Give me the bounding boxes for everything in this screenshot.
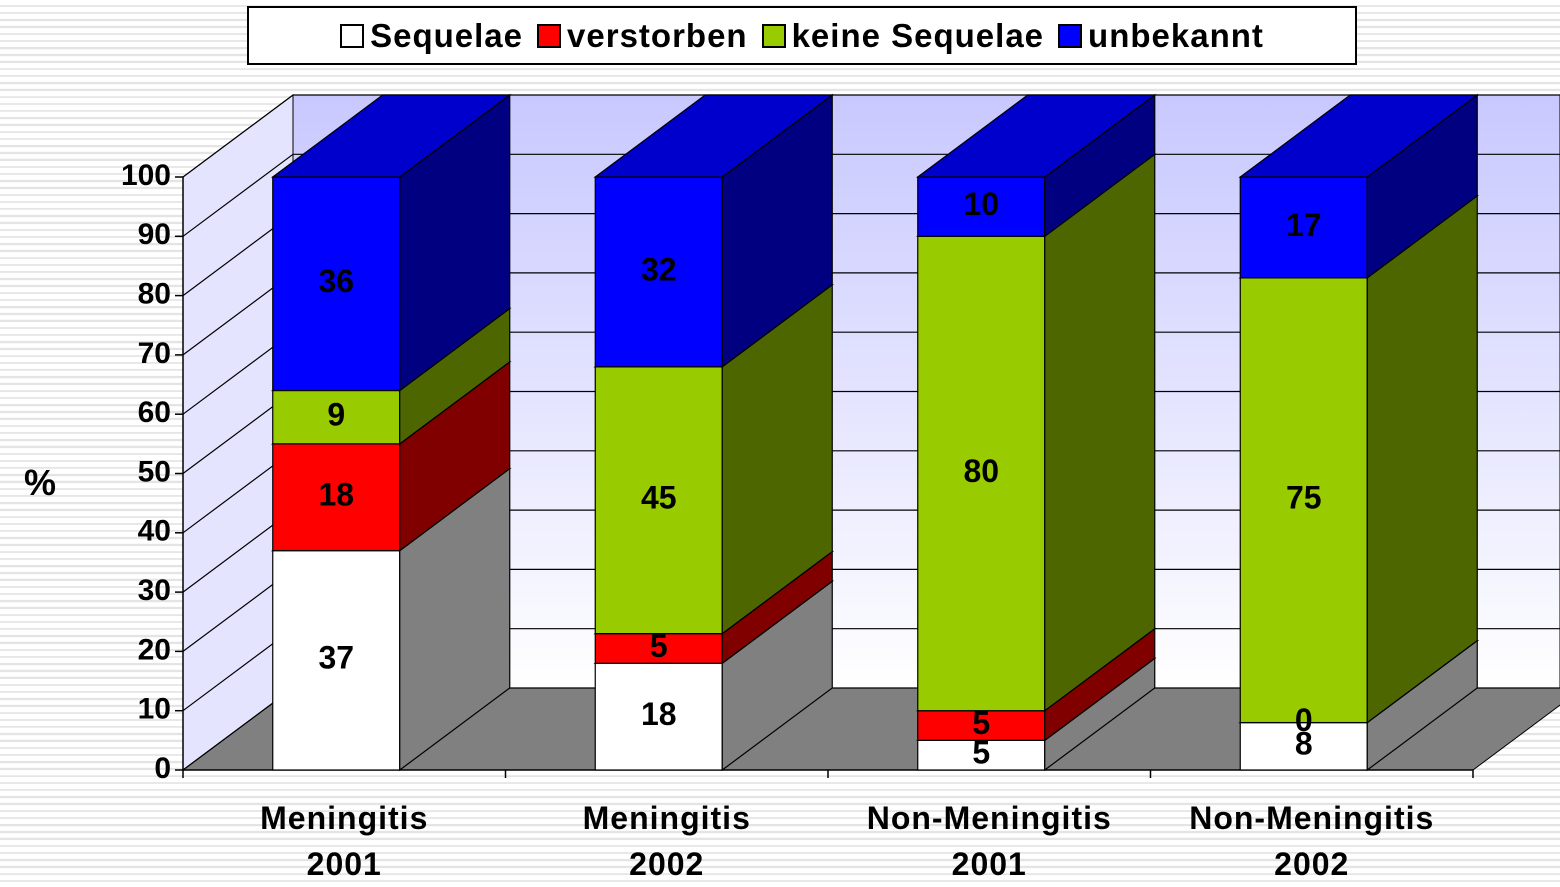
- bar-segment: [270, 467, 512, 772]
- bar-front: [1239, 176, 1368, 279]
- bar-segment: [1238, 93, 1480, 280]
- x-tick-label-line: 2002: [629, 846, 705, 882]
- legend-swatch: [1058, 23, 1083, 48]
- legend-label: Sequelae: [370, 16, 524, 54]
- bar-top: [593, 94, 835, 178]
- data-label: 18: [318, 477, 354, 513]
- bar-front: [917, 710, 1046, 741]
- legend-entry: verstorben: [537, 17, 748, 55]
- data-label: 32: [641, 251, 677, 287]
- x-tick-label: Meningitis 2001: [184, 795, 504, 887]
- data-label: 45: [641, 480, 677, 516]
- y-tick-label: 60: [138, 396, 171, 429]
- x-tick-label: Meningitis 2002: [507, 795, 827, 887]
- bar-front: [917, 235, 1046, 712]
- legend-label: verstorben: [567, 16, 748, 54]
- data-label: 0: [1295, 702, 1313, 738]
- y-tick-label: 10: [138, 693, 171, 726]
- x-tick-label: Non-Meningitis 2001: [829, 795, 1149, 887]
- x-tick-label-line: 2001: [951, 846, 1027, 882]
- legend-entry: Sequelae: [340, 17, 523, 55]
- data-label: 10: [963, 186, 999, 222]
- bar-top: [270, 94, 512, 178]
- data-label: 80: [963, 453, 999, 489]
- data-label: 9: [327, 397, 345, 433]
- bar-front: [1239, 277, 1368, 724]
- bar-front: [272, 443, 401, 552]
- bar-front: [272, 549, 401, 771]
- y-axis-label: %: [24, 462, 57, 503]
- bar-side: [1366, 194, 1478, 724]
- bar-front: [272, 389, 401, 445]
- y-tick-label: 50: [138, 455, 171, 488]
- y-tick-label: 0: [154, 752, 171, 785]
- data-label: 8: [1295, 726, 1313, 762]
- bar-side: [1044, 153, 1156, 712]
- y-tick-label: 40: [138, 515, 171, 548]
- bar-front: [272, 176, 401, 392]
- bar-segment: [915, 93, 1157, 238]
- x-tick-label-line: Non-Meningitis: [866, 800, 1112, 836]
- legend-entry: unbekannt: [1058, 17, 1264, 55]
- bar-top: [1238, 94, 1480, 178]
- data-label: 17: [1286, 207, 1322, 243]
- x-tick-label-line: 2001: [306, 846, 382, 882]
- data-label: 5: [972, 705, 990, 741]
- legend: Sequelae verstorben keine Sequelae unbekann…: [247, 6, 1357, 65]
- y-tick-label: 20: [138, 633, 171, 666]
- bar-segment: [915, 153, 1157, 712]
- y-tick-label: 80: [138, 278, 171, 311]
- legend-label: unbekannt: [1088, 16, 1264, 54]
- data-label: 18: [641, 696, 677, 732]
- y-tick-label: 100: [121, 159, 171, 192]
- data-label: 5: [972, 735, 990, 771]
- data-label: 36: [318, 263, 354, 299]
- x-tick-label-line: Non-Meningitis: [1189, 800, 1435, 836]
- data-label: 5: [650, 628, 668, 664]
- bar-segment: [593, 93, 835, 368]
- legend-label: keine Sequelae: [791, 16, 1045, 54]
- bar-top: [915, 94, 1157, 178]
- y-tick-label: 30: [138, 574, 171, 607]
- x-tick-label: Non-Meningitis 2002: [1152, 795, 1472, 887]
- y-tick-label: 70: [138, 337, 171, 370]
- data-label: 37: [318, 640, 354, 676]
- legend-swatch: [340, 23, 365, 48]
- data-label: 75: [1286, 480, 1322, 516]
- x-tick-label-line: Meningitis: [582, 800, 751, 836]
- x-tick-label-line: 2002: [1274, 846, 1350, 882]
- legend-entry: keine Sequelae: [761, 16, 1045, 55]
- bar-segment: [1238, 194, 1480, 724]
- legend-swatch: [537, 23, 562, 48]
- y-tick-label: 90: [138, 218, 171, 251]
- legend-swatch: [761, 23, 786, 48]
- bar-front: [594, 366, 723, 635]
- bar-segment: [270, 93, 512, 392]
- bar-front: [594, 176, 723, 368]
- bar-front: [594, 633, 723, 664]
- x-tick-label-line: Meningitis: [260, 800, 429, 836]
